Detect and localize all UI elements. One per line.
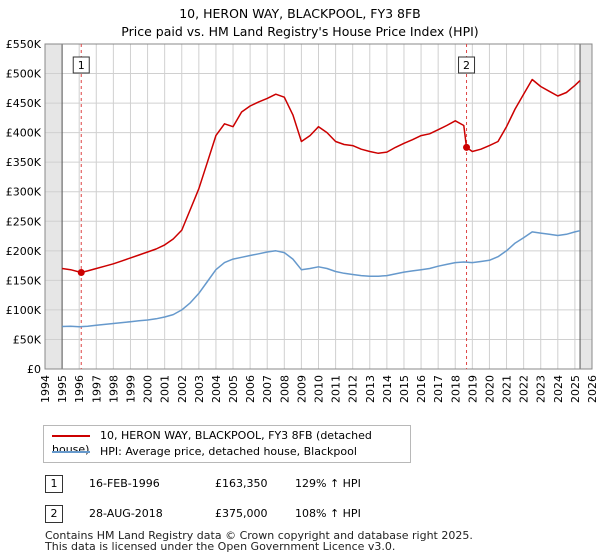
legend-label-hpi: HPI: Average price, detached house, Blac…	[100, 445, 357, 458]
y-tick-label: £50K	[13, 333, 42, 346]
legend-item-property: 10, HERON WAY, BLACKPOOL, FY3 8FB (detac…	[52, 429, 410, 456]
x-tick-label: 2019	[466, 375, 479, 403]
pre-data-shade	[45, 44, 63, 369]
x-tick-label: 2023	[535, 375, 548, 403]
sale-marker-box	[458, 56, 476, 74]
y-tick-label: £550K	[6, 38, 42, 51]
chart-title: 10, HERON WAY, BLACKPOOL, FY3 8FB	[179, 6, 421, 21]
x-tick-label: 2021	[501, 375, 514, 403]
footer-line-2: This data is licensed under the Open Gov…	[45, 539, 396, 553]
property-price-line	[61, 78, 581, 274]
sale-date: 28-AUG-2018	[89, 507, 163, 520]
y-tick-label: £450K	[6, 97, 42, 110]
y-tick-label: £400K	[6, 127, 42, 140]
legend-item-hpi: HPI: Average price, detached house, Blac…	[52, 445, 357, 459]
x-tick-label: 2003	[193, 375, 206, 403]
x-tick-label: 1998	[107, 375, 120, 403]
x-tick-label: 2005	[227, 375, 240, 403]
sale-hpi-change: 129% ↑ HPI	[295, 477, 361, 490]
plot-frame	[44, 43, 593, 370]
sale-marker-box	[72, 56, 90, 74]
price-chart: £0 £50K £100K £150K £200K £250K £300K £350K £400…	[6, 38, 599, 403]
sale-hpi-change: 108% ↑ HPI	[295, 507, 361, 520]
x-tick-label: 2016	[415, 375, 428, 403]
x-tick-label: 2015	[398, 375, 411, 403]
y-tick-label: £500K	[6, 68, 42, 81]
x-tick-label: 2012	[347, 375, 360, 403]
x-tick-label: 1996	[73, 375, 86, 403]
x-tick-label: 2011	[330, 375, 343, 403]
legend-swatch-property	[52, 435, 90, 437]
footer-attribution: Contains HM Land Registry data © Crown c…	[45, 529, 473, 553]
chart-subtitle: Price paid vs. HM Land Registry's House …	[121, 24, 479, 39]
sale-row: 1 16-FEB-1996 £163,350 129% ↑ HPI	[45, 475, 585, 495]
x-tick-label: 2010	[313, 375, 326, 403]
x-tick-label: 2013	[364, 375, 377, 403]
sale-price: £163,350	[215, 477, 268, 490]
x-tick-label: 2008	[278, 375, 291, 403]
sale-price: £375,000	[215, 507, 268, 520]
sale-marker-label: 1	[78, 59, 85, 72]
x-tick-label: 1997	[90, 375, 103, 403]
x-tick-label: 2009	[295, 375, 308, 403]
sale-row: 2 28-AUG-2018 £375,000 108% ↑ HPI	[45, 505, 585, 525]
sale-number-badge: 2	[45, 505, 63, 523]
sale-point	[463, 143, 471, 151]
x-tick-label: 2001	[159, 375, 172, 403]
sale-point	[77, 268, 85, 276]
x-tick-label: 1999	[124, 375, 137, 403]
x-tick-label: 2006	[244, 375, 257, 403]
y-tick-label: £150K	[6, 274, 42, 287]
x-tick-label: 2000	[142, 375, 155, 403]
y-tick-label: £300K	[6, 186, 42, 199]
y-tick-label: £350K	[6, 156, 42, 169]
x-tick-label: 2007	[261, 375, 274, 403]
sale-marker-label: 2	[463, 59, 470, 72]
x-tick-label: 2018	[449, 375, 462, 403]
chart-legend: 10, HERON WAY, BLACKPOOL, FY3 8FB (detac…	[43, 425, 411, 463]
post-data-shade	[580, 44, 592, 369]
x-tick-label: 2025	[569, 375, 582, 403]
footer-line-1: Contains HM Land Registry data © Crown c…	[45, 529, 473, 542]
legend-swatch-hpi	[52, 451, 90, 453]
x-tick-label: 2024	[552, 375, 565, 403]
y-tick-label: £100K	[6, 304, 42, 317]
x-tick-label: 1994	[39, 375, 52, 403]
y-tick-label: £200K	[6, 245, 42, 258]
x-tick-label: 2020	[483, 375, 496, 403]
x-tick-label: 2002	[176, 375, 189, 403]
sale-number-badge: 1	[45, 475, 63, 493]
x-tick-label: 2026	[586, 375, 599, 403]
x-tick-label: 2017	[432, 375, 445, 403]
sale-date: 16-FEB-1996	[89, 477, 160, 490]
x-tick-label: 2004	[210, 375, 223, 403]
y-tick-label: £250K	[6, 215, 42, 228]
hpi-line	[62, 229, 581, 328]
x-tick-label: 1995	[56, 375, 69, 403]
x-tick-label: 2014	[381, 375, 394, 403]
y-tick-label: £0	[27, 363, 41, 376]
x-tick-label: 2022	[518, 375, 531, 403]
